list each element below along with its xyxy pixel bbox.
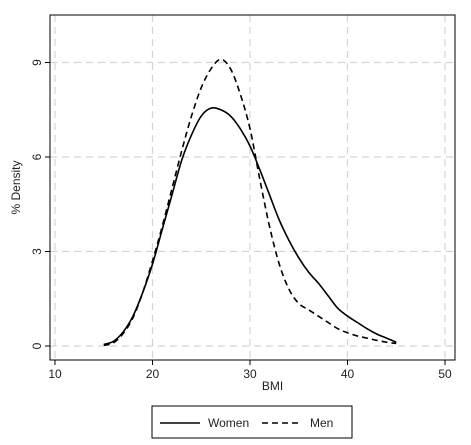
series-layer (103, 58, 397, 347)
series-line-women (103, 106, 397, 346)
x-tick-label: 40 (341, 367, 355, 381)
y-tick-label: 3 (30, 248, 44, 255)
y-tick-label: 9 (30, 59, 44, 66)
y-axis-title: % Density (9, 160, 23, 214)
y-tick-label: 6 (30, 153, 44, 160)
legend: Women Men (151, 405, 353, 439)
y-tick-label: 0 (30, 342, 44, 349)
x-tick-label: 10 (48, 367, 62, 381)
plot-frame (49, 14, 456, 361)
series-line-men (103, 58, 397, 347)
axis-layer: 10 20 30 40 50 0 3 6 9 (30, 59, 452, 381)
grid-layer (50, 15, 455, 360)
x-tick-label: 30 (243, 367, 257, 381)
legend-label-men: Men (310, 416, 333, 430)
legend-box (151, 405, 353, 439)
legend-label-women: Women (208, 416, 249, 430)
x-tick-label: 20 (146, 367, 160, 381)
x-axis-title: BMI (262, 379, 283, 393)
x-tick-label: 50 (438, 367, 452, 381)
